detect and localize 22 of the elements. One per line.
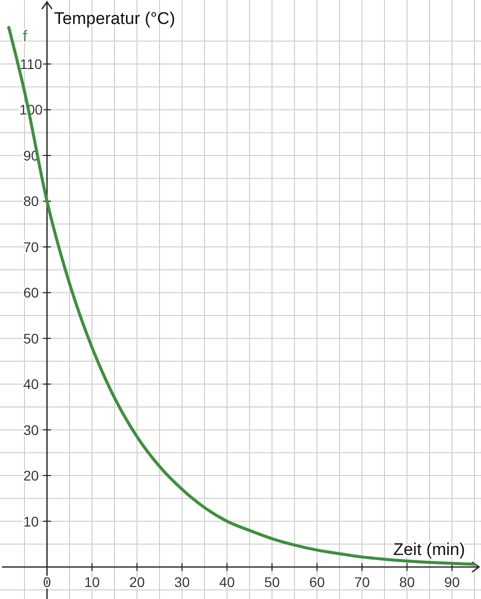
x-tick-label: 90 (444, 574, 460, 590)
x-tick-label: 70 (354, 574, 370, 590)
y-tick-label: 10 (23, 513, 39, 530)
x-tick-label: 40 (219, 574, 235, 590)
y-tick-label: 80 (23, 193, 39, 210)
x-tick-label: 50 (264, 574, 280, 590)
y-tick-label: 40 (23, 376, 39, 392)
x-axis-title: Zeit (min) (393, 540, 465, 559)
y-tick-label: 110 (20, 56, 42, 72)
y-tick-label: 70 (23, 238, 39, 255)
x-tick-label: 60 (309, 574, 325, 590)
series-label: f (22, 28, 28, 46)
x-tick-label: 80 (399, 574, 415, 590)
x-tick-label: 10 (84, 574, 100, 590)
x-tick-label: 30 (174, 574, 190, 590)
y-tick-label: 20 (23, 468, 39, 484)
y-axis-title: Temperatur (°C) (54, 9, 176, 28)
line-series (7, 26, 476, 566)
x-tick-label: 20 (129, 574, 145, 590)
y-tick-label: 60 (23, 284, 39, 301)
y-tick-label: 50 (23, 330, 39, 346)
y-tick-label: 30 (23, 422, 39, 438)
